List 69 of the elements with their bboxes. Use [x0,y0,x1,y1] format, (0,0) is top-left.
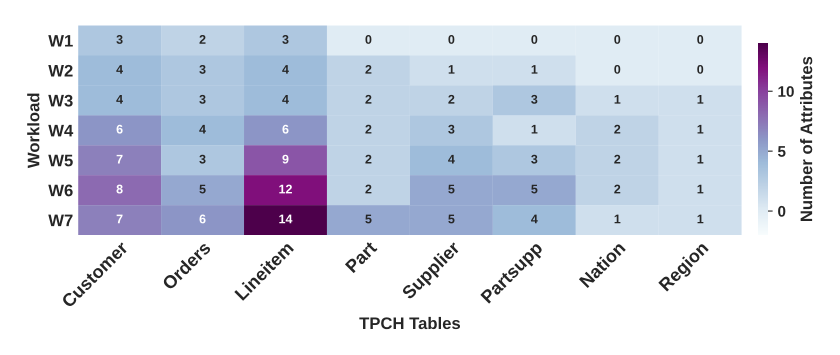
data-label: 3 [282,35,289,44]
data-label: 3 [199,154,206,164]
data-label: 3 [199,64,206,74]
data-label: 3 [448,124,454,134]
data-label: 2 [365,154,372,164]
data-label: 1 [614,94,620,104]
data-label: 0 [365,35,372,44]
color-bar-label: 10 [778,86,794,97]
data-label: 1 [698,94,704,104]
data-label: 5 [199,184,206,194]
data-label: 1 [698,184,704,194]
x-axis-title: TPCH Tables [359,316,460,330]
data-label: 14 [279,214,292,224]
data-label: 1 [698,214,704,224]
color-bar-title: Number of Attributes [800,56,812,222]
data-label: 4 [116,65,124,74]
y-tick-label: W2 [48,64,73,76]
data-label: 5 [531,184,538,194]
data-label: 0 [531,35,538,44]
data-label: 2 [200,35,206,44]
data-label: 2 [365,124,372,134]
data-label: 5 [365,214,372,224]
data-label: 3 [199,94,206,104]
data-label: 1 [448,65,455,74]
y-tick-label: W1 [48,35,73,47]
data-label: 4 [116,94,124,104]
data-label: 0 [448,35,454,44]
data-label: 4 [282,94,289,104]
data-label: 2 [614,124,620,134]
data-label: 0 [614,64,620,74]
data-label: 4 [282,65,289,74]
data-label: 2 [614,154,620,164]
data-label: 2 [365,184,372,194]
data-label: 1 [532,65,538,74]
data-label: 0 [614,35,620,44]
data-label: 7 [116,154,123,164]
data-label: 0 [697,64,704,74]
data-label: 0 [697,35,704,44]
data-label: 1 [698,154,704,164]
data-label: 3 [531,94,538,104]
y-tick-label: W4 [48,124,74,136]
data-label: 1 [532,124,538,134]
data-label: 2 [365,94,372,104]
data-label: 4 [199,124,206,134]
data-label: 5 [448,184,455,194]
y-axis-title: Workload [27,94,40,168]
color-bar-label: 0 [778,206,786,217]
data-label: 6 [116,124,123,134]
data-label: 4 [448,154,455,164]
data-label: 3 [531,154,538,164]
y-tick-label: W6 [48,184,73,196]
data-label: 7 [116,214,123,224]
data-label: 4 [531,214,538,224]
data-label: 9 [282,154,289,164]
y-tick-label: W3 [48,94,73,107]
color-bar-label: 5 [778,146,786,157]
data-label: 2 [365,64,372,74]
y-tick-label: W7 [48,214,73,226]
data-label: 8 [116,184,123,194]
data-label: 1 [614,214,620,224]
y-tick-label: W5 [48,154,73,166]
data-label: 5 [448,214,455,224]
data-label: 6 [282,124,289,134]
data-label: 12 [279,184,292,194]
data-label: 3 [116,35,123,44]
data-label: 2 [614,184,620,194]
data-label: 2 [448,94,454,104]
data-label: 1 [698,124,704,134]
data-label: 6 [200,214,206,224]
